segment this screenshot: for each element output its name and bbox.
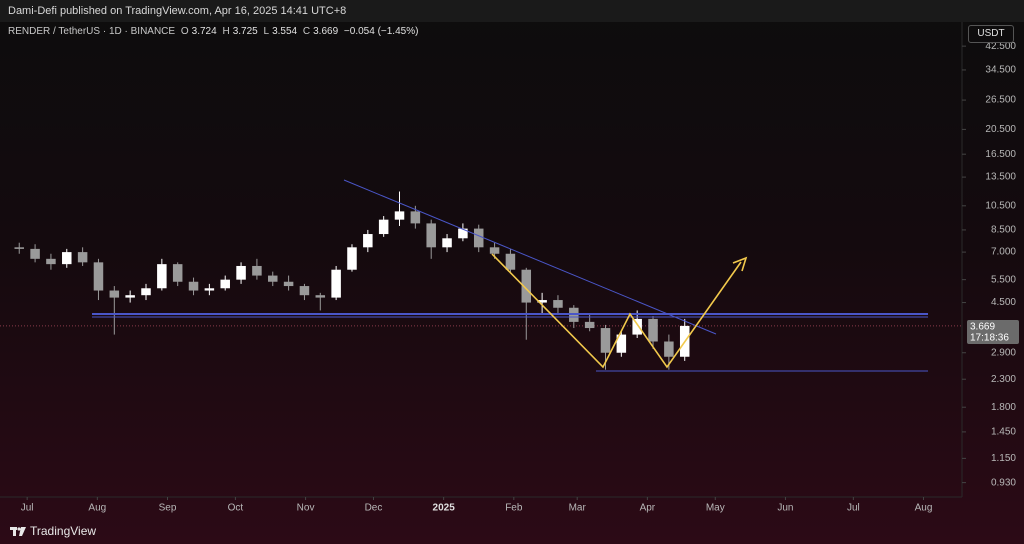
candle-body	[347, 247, 357, 270]
y-tick-label: 8.500	[991, 225, 1016, 236]
y-tick-label: 2.300	[991, 374, 1016, 385]
symbol-name: RENDER / TetherUS · 1D · BINANCE	[8, 26, 176, 37]
candle-body	[553, 300, 563, 308]
publisher-bar: Dami-Defi published on TradingView.com, …	[0, 0, 1024, 22]
footer: TradingView	[10, 522, 96, 540]
candle-body	[109, 290, 120, 298]
pattern-path	[491, 253, 742, 369]
brand-logo	[10, 527, 26, 536]
x-tick-label: Apr	[640, 503, 656, 514]
x-tick-label: Nov	[297, 503, 315, 514]
candle-body	[283, 281, 294, 287]
y-tick-label: 0.930	[991, 477, 1016, 488]
x-tick-label: Aug	[88, 503, 106, 514]
candle-body	[46, 258, 56, 265]
drawings	[92, 179, 928, 372]
y-tick-label: 26.500	[985, 95, 1016, 106]
ohlc-value: 3.669	[313, 26, 339, 37]
ohlc-key: O	[180, 26, 189, 37]
candle-body	[521, 269, 532, 303]
candle-body	[125, 295, 135, 298]
ohlc-key: H	[222, 26, 230, 37]
candle-body	[252, 265, 262, 276]
candle-body	[410, 211, 421, 224]
price-tag	[967, 320, 1019, 344]
y-tick-label: 16.500	[985, 149, 1016, 160]
candle-body	[394, 211, 405, 220]
y-tick-label: 1.150	[991, 453, 1016, 464]
change: −0.054 (−1.45%)	[343, 26, 419, 37]
y-tick-label: 10.500	[985, 200, 1016, 211]
candle-body	[664, 341, 674, 357]
y-tick-label: 7.000	[991, 247, 1016, 258]
candle-body	[62, 252, 72, 265]
candle-body	[14, 247, 24, 249]
candle-body	[157, 264, 167, 289]
candle-body	[172, 264, 183, 282]
candle-body	[632, 318, 642, 335]
y-tick-label: 5.500	[991, 274, 1016, 285]
candle-body	[505, 253, 516, 270]
x-tick-label: Oct	[228, 503, 244, 514]
x-tick-label: 2025	[433, 503, 456, 514]
candle-body	[458, 228, 468, 239]
candle-body	[30, 248, 40, 259]
currency-button[interactable]: USDT	[968, 25, 1014, 43]
x-tick-label: Mar	[569, 503, 587, 514]
candle-body	[93, 262, 104, 291]
arrow-head	[732, 256, 748, 272]
y-tick-label: 20.500	[985, 124, 1016, 135]
ohlc-value: 3.725	[232, 26, 258, 37]
ohlc-key: C	[302, 26, 311, 37]
x-tick-label: Jul	[847, 503, 860, 514]
candle-body	[363, 234, 373, 248]
candle-body	[141, 288, 151, 296]
x-tick-label: May	[706, 503, 725, 514]
candle-body	[426, 223, 436, 248]
y-tick-label: 34.500	[985, 65, 1016, 76]
candle-body	[442, 238, 452, 248]
candle-body	[648, 318, 658, 342]
x-tick-label: Jun	[777, 503, 793, 514]
candle-body	[315, 295, 326, 298]
candle-body	[188, 281, 199, 291]
candle-body	[489, 247, 500, 254]
candle-body	[220, 279, 230, 289]
countdown: 17:18:36	[970, 333, 1009, 344]
candle-body	[268, 275, 278, 282]
candle-body	[600, 328, 611, 353]
y-tick-label: 4.500	[991, 297, 1016, 308]
y-tick-label: 2.900	[991, 347, 1016, 358]
candle-body	[378, 219, 389, 235]
y-tick-label: 1.800	[991, 402, 1016, 413]
y-tick-label: 13.500	[985, 172, 1016, 183]
brand-name: TradingView	[30, 524, 97, 538]
candle-body	[236, 265, 246, 280]
candle-body	[537, 300, 547, 303]
ohlc-value: 3.554	[272, 26, 298, 37]
x-tick-label: Jul	[21, 503, 34, 514]
y-tick-label: 42.500	[985, 41, 1016, 52]
candle-body	[616, 334, 627, 353]
x-tick-label: Feb	[505, 503, 523, 514]
y-tick-label: 1.450	[991, 427, 1016, 438]
candle-body	[473, 228, 484, 248]
x-tick-label: Sep	[159, 503, 177, 514]
candle-body	[299, 286, 310, 296]
x-tick-label: Dec	[365, 503, 383, 514]
ohlc-value: 3.724	[191, 26, 217, 37]
x-tick-label: Aug	[915, 503, 933, 514]
symbol-legend: RENDER / TetherUS · 1D · BINANCE O 3.724 …	[8, 26, 421, 37]
price-tag-label: 3.669	[970, 322, 995, 333]
candle-body	[331, 269, 341, 298]
candle-body	[204, 288, 215, 291]
candle-body	[584, 321, 595, 329]
ohlc-key: L	[263, 26, 270, 37]
candle-body	[77, 252, 88, 263]
trend-line	[343, 179, 717, 335]
